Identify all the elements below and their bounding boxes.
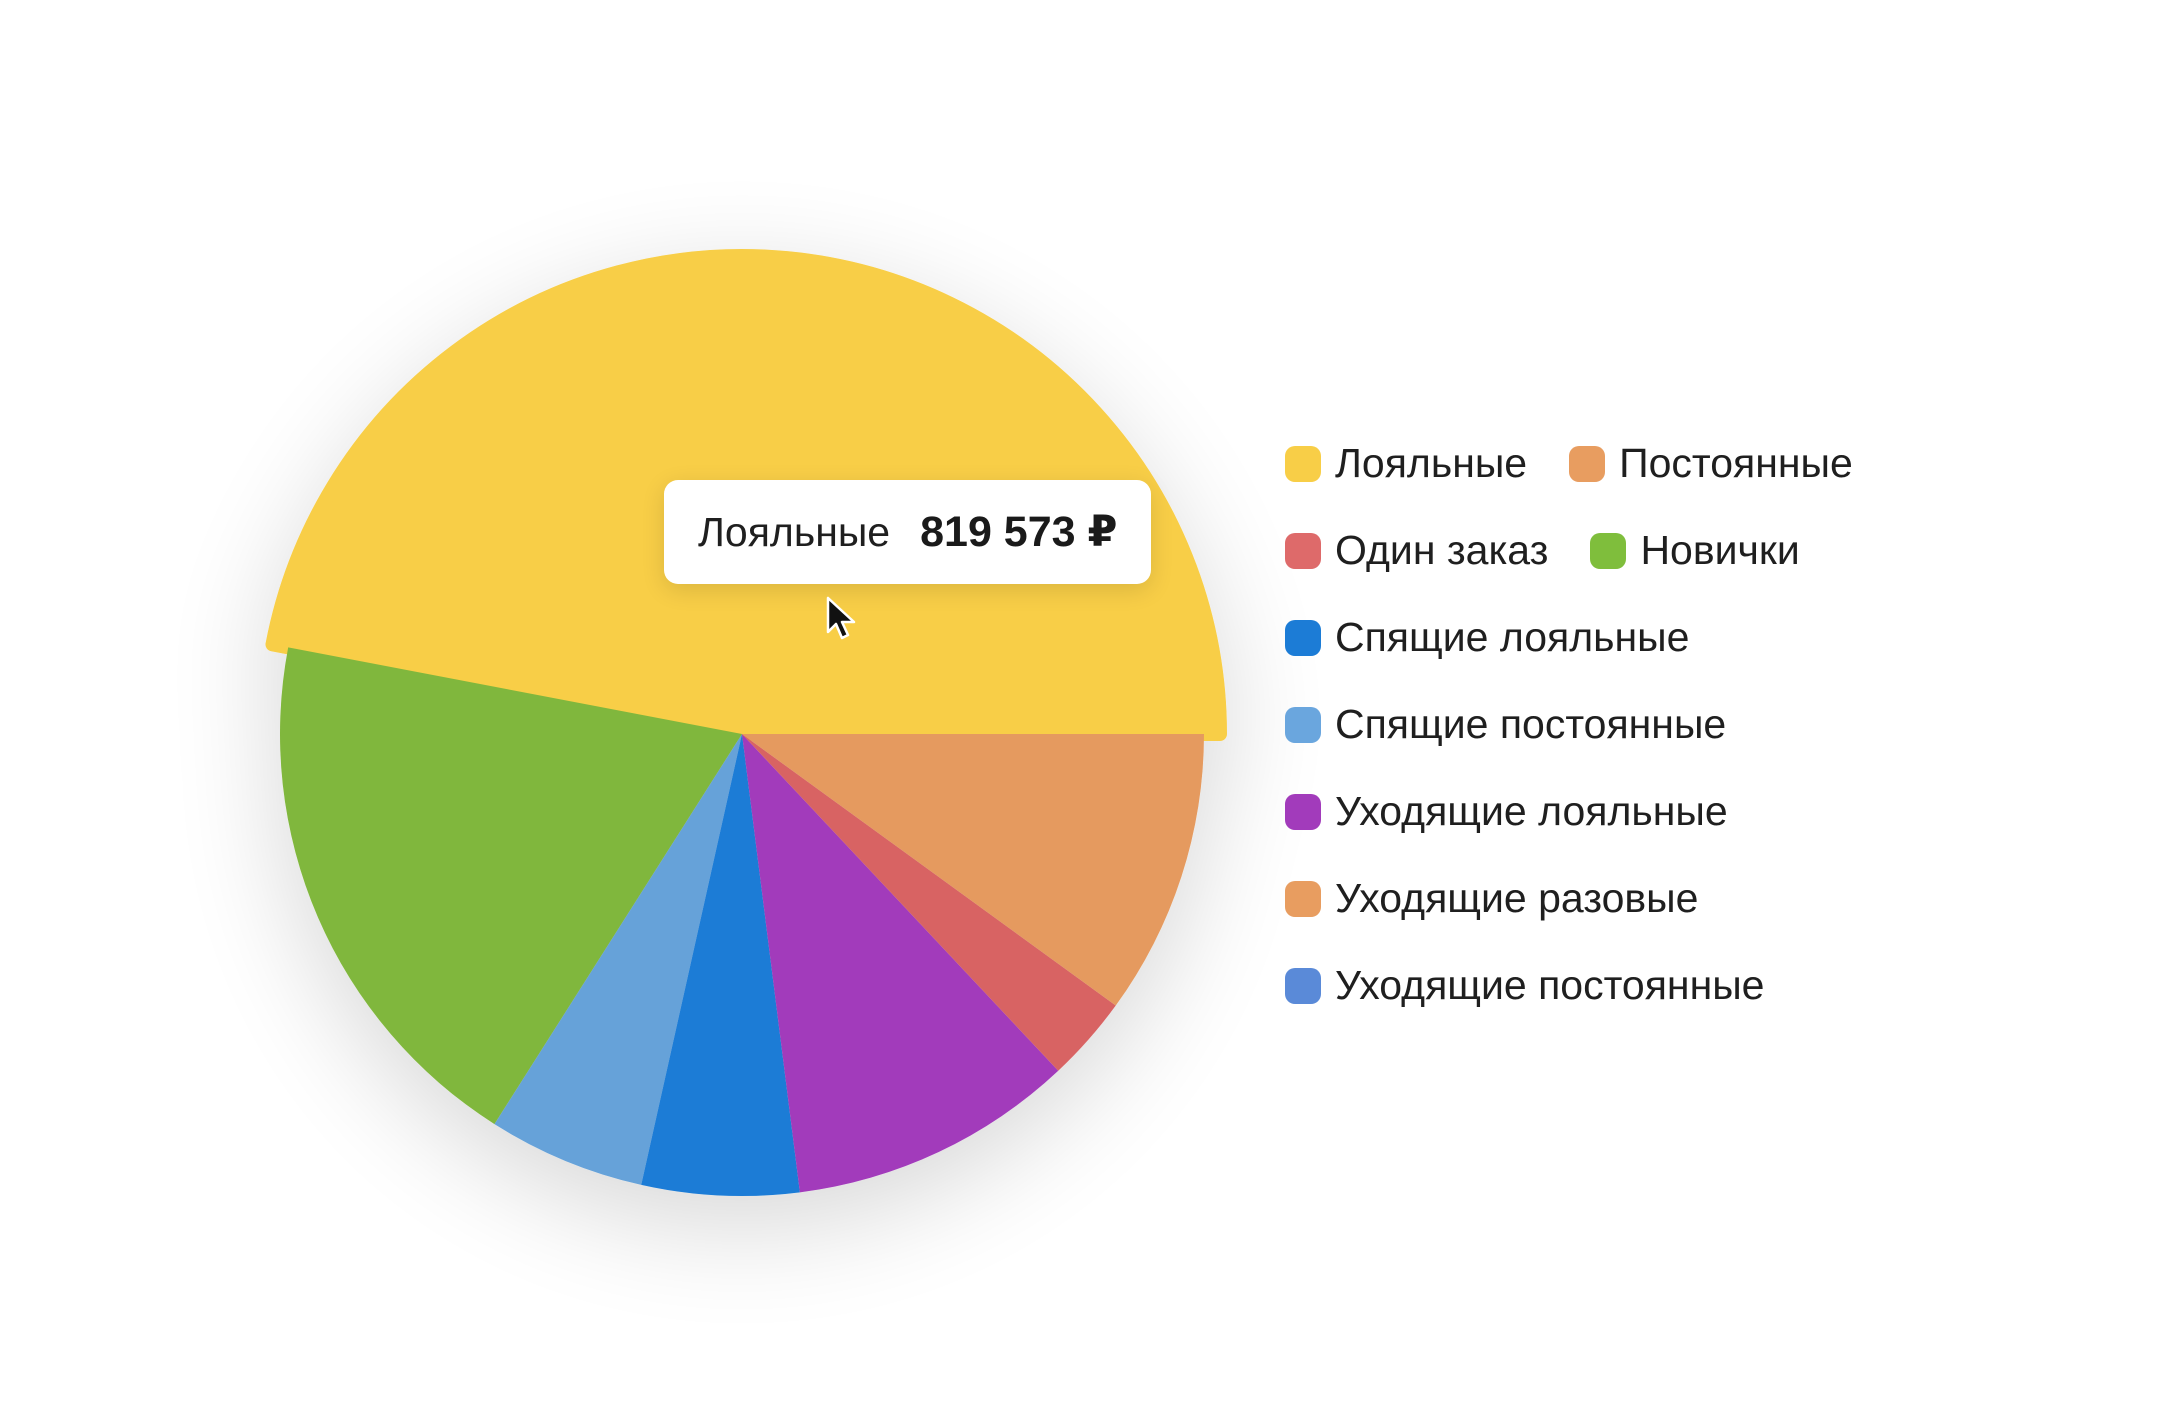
- tooltip-series-name: Лояльные: [698, 508, 891, 555]
- legend-item-newbies[interactable]: Новички: [1590, 527, 1800, 574]
- legend-item-loyal[interactable]: Лояльные: [1285, 440, 1527, 487]
- legend-item-sleeping-regular[interactable]: Спящие постоянные: [1285, 701, 1726, 748]
- legend-item-one-order[interactable]: Один заказ: [1285, 527, 1548, 574]
- legend-item-regular[interactable]: Постоянные: [1569, 440, 1853, 487]
- pie-slice[interactable]: [742, 734, 1116, 1071]
- legend-row: Спящие лояльные: [1285, 594, 2105, 681]
- legend-label: Уходящие постоянные: [1335, 962, 1765, 1008]
- legend-item-sleeping-loyal[interactable]: Спящие лояльные: [1285, 614, 1689, 661]
- tooltip-value: 819 573 ₽: [920, 508, 1118, 556]
- legend-label: Постоянные: [1619, 440, 1853, 486]
- legend-label: Уходящие лояльные: [1335, 788, 1728, 834]
- legend-row: Спящие постоянные: [1285, 681, 2105, 768]
- pie-slice[interactable]: [494, 734, 742, 1185]
- legend-row: Один заказ Новички: [1285, 507, 2105, 594]
- pie-slice[interactable]: [742, 734, 1204, 1006]
- legend-swatch: [1285, 793, 1321, 830]
- legend: Лояльные Постоянные Один заказ Новички С…: [1285, 420, 2105, 1029]
- legend-swatch: [1285, 532, 1321, 569]
- legend-swatch: [1285, 880, 1321, 917]
- legend-swatch: [1285, 445, 1321, 482]
- legend-label: Лояльные: [1335, 440, 1528, 486]
- legend-swatch: [1569, 445, 1606, 482]
- legend-row: Уходящие постоянные: [1285, 942, 2105, 1029]
- legend-item-leaving-loyal[interactable]: Уходящие лояльные: [1285, 788, 1728, 835]
- legend-swatch: [1285, 706, 1321, 743]
- legend-label: Новички: [1640, 527, 1800, 573]
- pie-slices-group: [265, 249, 1227, 1196]
- legend-label: Один заказ: [1335, 527, 1549, 573]
- mouse-cursor-icon: [826, 596, 856, 640]
- pie-slice[interactable]: [641, 734, 800, 1196]
- pie-slice[interactable]: [280, 647, 742, 1125]
- legend-label: Спящие лояльные: [1335, 614, 1690, 660]
- pie-slice[interactable]: [742, 734, 1059, 1193]
- legend-row: Лояльные Постоянные: [1285, 420, 2105, 507]
- legend-swatch: [1590, 532, 1627, 569]
- legend-label: Спящие постоянные: [1335, 701, 1727, 747]
- legend-label: Уходящие разовые: [1335, 875, 1699, 921]
- legend-row: Уходящие лояльные: [1285, 768, 2105, 855]
- chart-tooltip: Лояльные 819 573 ₽: [664, 480, 1152, 584]
- legend-row: Уходящие разовые: [1285, 855, 2105, 942]
- legend-swatch: [1285, 967, 1321, 1004]
- legend-swatch: [1285, 619, 1321, 656]
- legend-item-leaving-onetime[interactable]: Уходящие разовые: [1285, 875, 1698, 922]
- legend-item-leaving-regular[interactable]: Уходящие постоянные: [1285, 962, 1764, 1009]
